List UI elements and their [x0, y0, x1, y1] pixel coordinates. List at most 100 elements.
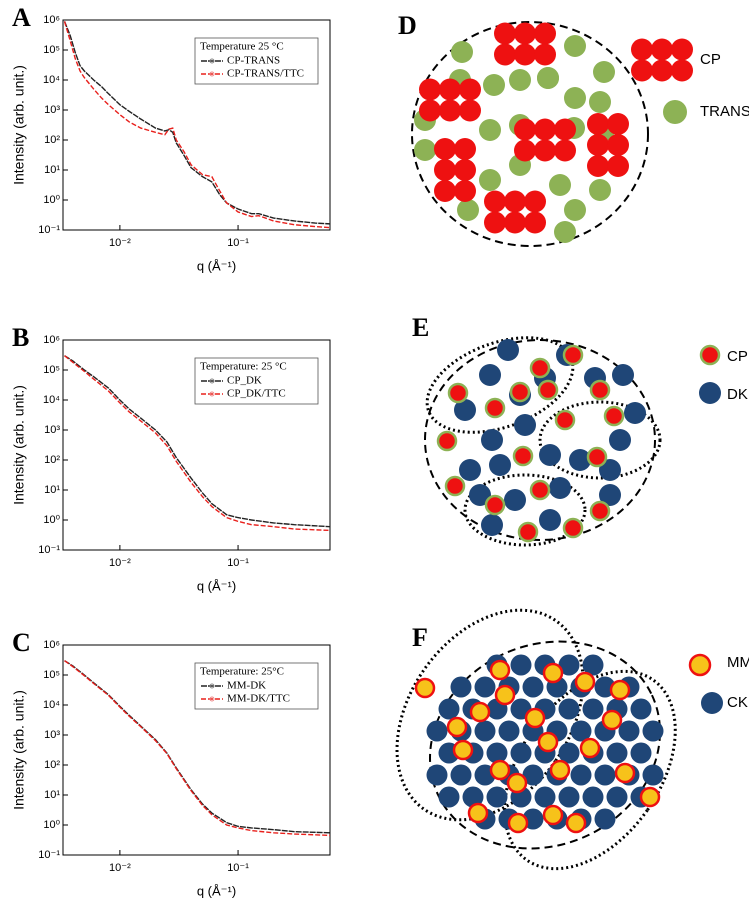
- mm-particle: [549, 759, 571, 781]
- ck-particle: [558, 698, 580, 720]
- y-tick-label: 10²: [44, 454, 60, 466]
- cp-particle: [434, 159, 456, 181]
- cp-particle: [554, 409, 576, 431]
- trans-particle: [509, 69, 531, 91]
- cp-particle: [534, 118, 556, 141]
- legend-label: CP-TRANS: [227, 55, 280, 67]
- ck-particle: [522, 676, 544, 698]
- mm-particle: [469, 701, 491, 723]
- ck-particle: [558, 742, 580, 764]
- x-tick-label: 10⁻¹: [227, 237, 249, 249]
- ck-particle: [642, 720, 664, 742]
- dk-particle: [469, 484, 491, 506]
- series-line: [64, 660, 331, 837]
- trans-particle: [483, 74, 505, 96]
- mm-particle: [601, 709, 623, 731]
- mm-particle: [494, 684, 516, 706]
- legend-icon: [701, 692, 723, 714]
- dk-particle: [497, 339, 519, 361]
- cp-particle: [607, 134, 629, 156]
- y-tick-label: 10¹: [44, 789, 60, 801]
- cp-particle: [454, 180, 476, 202]
- ck-particle: [474, 720, 496, 742]
- y-tick-label: 10⁴: [43, 74, 60, 86]
- ck-particle: [630, 742, 652, 764]
- ck-particle: [450, 764, 472, 786]
- y-tick-label: 10⁶: [43, 334, 60, 346]
- legend-icon: [663, 100, 687, 124]
- y-tick-label: 10²: [44, 134, 60, 146]
- ck-particle: [426, 764, 448, 786]
- dk-particle: [481, 429, 503, 451]
- cp-particle: [587, 155, 609, 177]
- legend-label: CP: [727, 348, 748, 365]
- mm-particle: [579, 737, 601, 759]
- cp-particle: [554, 139, 576, 162]
- legend-marker: [209, 391, 215, 397]
- y-axis-label: Intensity (arb. unit.): [11, 385, 27, 505]
- mm-particle: [489, 759, 511, 781]
- legend-label: MM: [727, 654, 749, 671]
- cp-particle: [434, 180, 456, 202]
- ck-particle: [618, 720, 640, 742]
- cp-particle: [534, 22, 556, 45]
- ck-particle: [558, 786, 580, 808]
- dk-particle: [569, 449, 591, 471]
- legend-title: Temperature: 25 °C: [200, 361, 287, 373]
- cp-particle: [514, 22, 536, 45]
- mm-particle: [489, 659, 511, 681]
- y-tick-label: 10⁶: [43, 639, 60, 651]
- mm-particle: [524, 707, 546, 729]
- boundary: [429, 640, 661, 850]
- legend-label: CP_DK/TTC: [227, 388, 286, 400]
- trans-particle: [549, 174, 571, 196]
- ck-particle: [522, 764, 544, 786]
- legend-icon: [699, 382, 721, 404]
- cp-particle: [631, 59, 653, 82]
- y-tick-label: 10⁶: [43, 14, 60, 26]
- mm-particle: [614, 762, 636, 784]
- mm-particle: [565, 812, 587, 834]
- cp-particle: [444, 475, 466, 497]
- series-line: [64, 355, 331, 528]
- y-tick-label: 10⁻¹: [38, 224, 60, 236]
- mm-particle: [506, 772, 528, 794]
- ck-particle: [534, 786, 556, 808]
- dk-particle: [612, 364, 634, 386]
- cp-particle: [484, 397, 506, 419]
- y-tick-label: 10¹: [44, 484, 60, 496]
- y-tick-label: 10³: [44, 104, 60, 116]
- cp-particle: [589, 379, 611, 401]
- ck-particle: [450, 676, 472, 698]
- cp-particle: [587, 134, 609, 156]
- trans-particle: [593, 61, 615, 83]
- trans-particle: [564, 35, 586, 57]
- boundary: [425, 336, 575, 434]
- y-tick-label: 10²: [44, 759, 60, 771]
- y-tick-label: 10¹: [44, 164, 60, 176]
- panel-letter: A: [12, 3, 31, 32]
- y-tick-label: 10⁻¹: [38, 849, 60, 861]
- ck-particle: [474, 676, 496, 698]
- cp-particle: [562, 344, 584, 366]
- panel-letter: D: [398, 11, 417, 40]
- x-axis-label: q (Å⁻¹): [197, 258, 236, 273]
- cp-particle: [589, 500, 611, 522]
- ck-particle: [582, 698, 604, 720]
- legend-marker: [209, 58, 215, 64]
- trans-particle: [589, 91, 611, 113]
- ck-particle: [606, 786, 628, 808]
- cp-particle: [537, 379, 559, 401]
- mm-particle: [414, 677, 436, 699]
- series-line: [64, 355, 331, 532]
- cp-particle: [419, 78, 441, 101]
- ck-particle: [462, 786, 484, 808]
- cp-particle: [454, 138, 476, 160]
- legend-title: Temperature 25 °C: [200, 41, 284, 53]
- ck-particle: [570, 764, 592, 786]
- cp-particle: [454, 159, 476, 181]
- cp-particle: [512, 445, 534, 467]
- legend-marker: [209, 683, 215, 689]
- ck-particle: [594, 764, 616, 786]
